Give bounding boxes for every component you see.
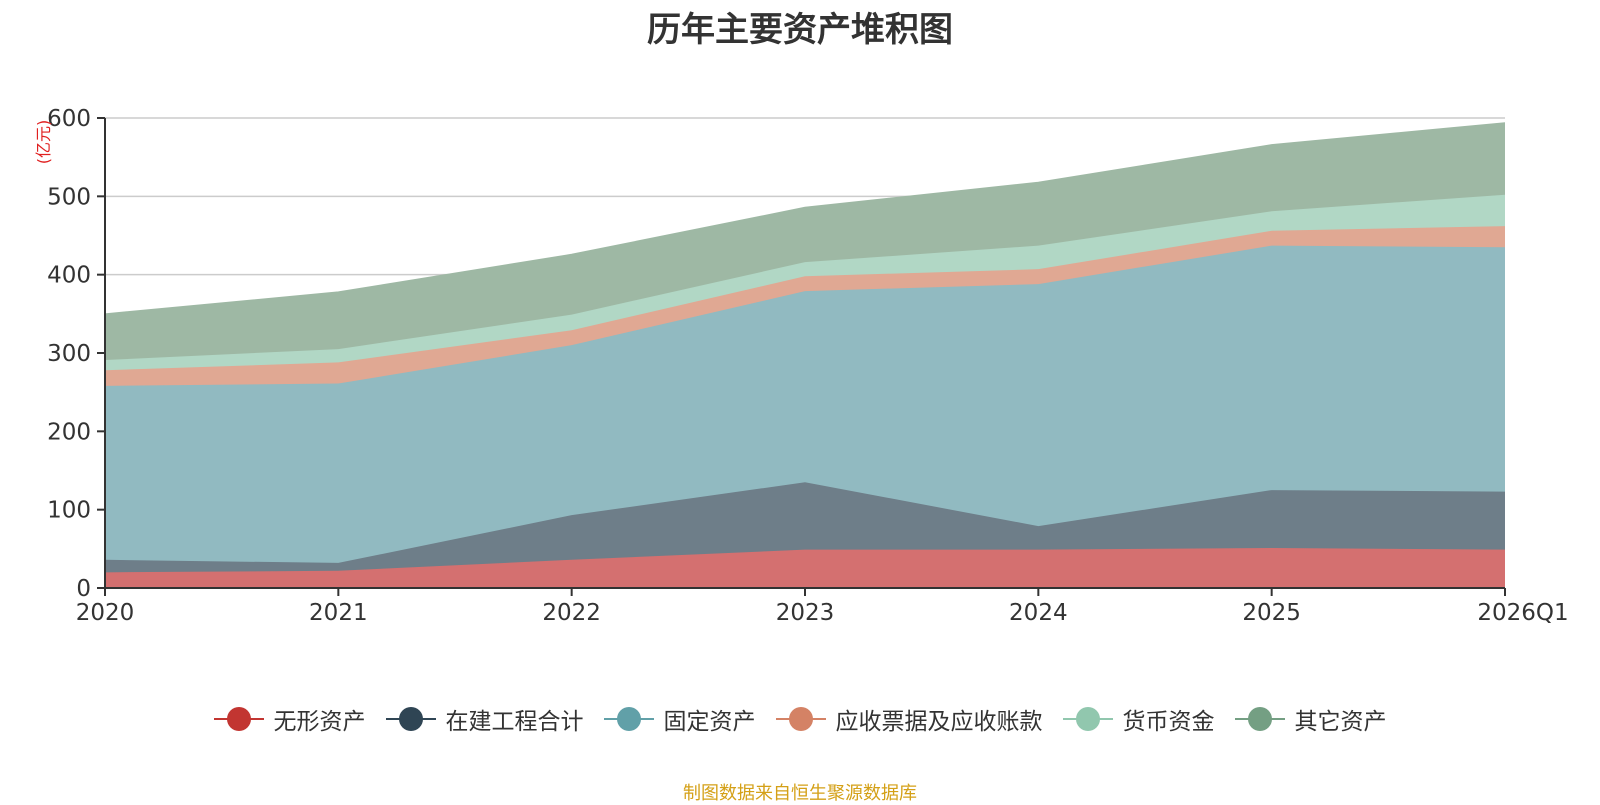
legend-marker-icon: [1062, 707, 1113, 731]
legend-label: 无形资产: [273, 709, 366, 735]
y-tick-label-500: 500: [47, 184, 91, 210]
y-tick-label-600: 600: [47, 106, 91, 132]
area-series-0[interactable]: [105, 548, 1505, 588]
y-unit-label: (亿元): [34, 120, 53, 165]
legend-marker-icon: [603, 707, 654, 731]
x-tick-label-1: 2021: [309, 600, 368, 626]
legend-item-0[interactable]: 无形资产: [213, 702, 366, 736]
x-tick-label-4: 2024: [1009, 600, 1068, 626]
legend-label: 应收票据及应收账款: [835, 709, 1043, 735]
legend-label: 在建工程合计: [445, 709, 584, 735]
chart-title: 历年主要资产堆积图: [647, 10, 953, 50]
legend-label: 其它资产: [1294, 709, 1387, 735]
area-edge-5: [104, 122, 1506, 315]
x-tick-label-6: 2026Q1: [1477, 600, 1568, 626]
y-tick-label-400: 400: [47, 263, 91, 289]
x-tick-label-5: 2025: [1242, 600, 1301, 626]
area-series-3[interactable]: [105, 226, 1505, 386]
legend-item-4[interactable]: 货币资金: [1062, 702, 1215, 736]
y-tick-label-100: 100: [47, 498, 91, 524]
area-series-2[interactable]: [105, 245, 1505, 563]
legend-marker-icon: [385, 707, 436, 731]
legend-marker-icon: [775, 707, 826, 731]
legend-item-1[interactable]: 在建工程合计: [385, 702, 584, 736]
area-series-5[interactable]: [105, 122, 1505, 361]
y-tick-label-200: 200: [47, 419, 91, 445]
y-tick-label-0: 0: [76, 576, 91, 602]
legend-marker-icon: [1234, 707, 1285, 731]
legend: 无形资产 在建工程合计 固定资产 应收票据及应收账款 货币资金 其它资产: [0, 702, 1600, 736]
legend-item-2[interactable]: 固定资产: [603, 702, 756, 736]
x-tick-label-2: 2022: [542, 600, 601, 626]
legend-label: 固定资产: [663, 709, 756, 735]
source-note: 制图数据来自恒生聚源数据库: [683, 783, 917, 804]
legend-marker-icon: [213, 707, 264, 731]
area-series-4[interactable]: [105, 194, 1505, 371]
legend-label: 货币资金: [1122, 709, 1215, 735]
area-series-1[interactable]: [105, 482, 1505, 573]
y-tick-label-300: 300: [47, 341, 91, 367]
legend-item-5[interactable]: 其它资产: [1234, 702, 1387, 736]
x-tick-label-3: 2023: [776, 600, 835, 626]
x-tick-label-0: 2020: [76, 600, 135, 626]
legend-item-3[interactable]: 应收票据及应收账款: [775, 702, 1043, 736]
